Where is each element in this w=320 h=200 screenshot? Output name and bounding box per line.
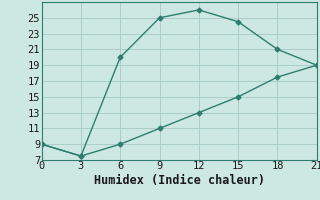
X-axis label: Humidex (Indice chaleur): Humidex (Indice chaleur)	[94, 174, 265, 187]
